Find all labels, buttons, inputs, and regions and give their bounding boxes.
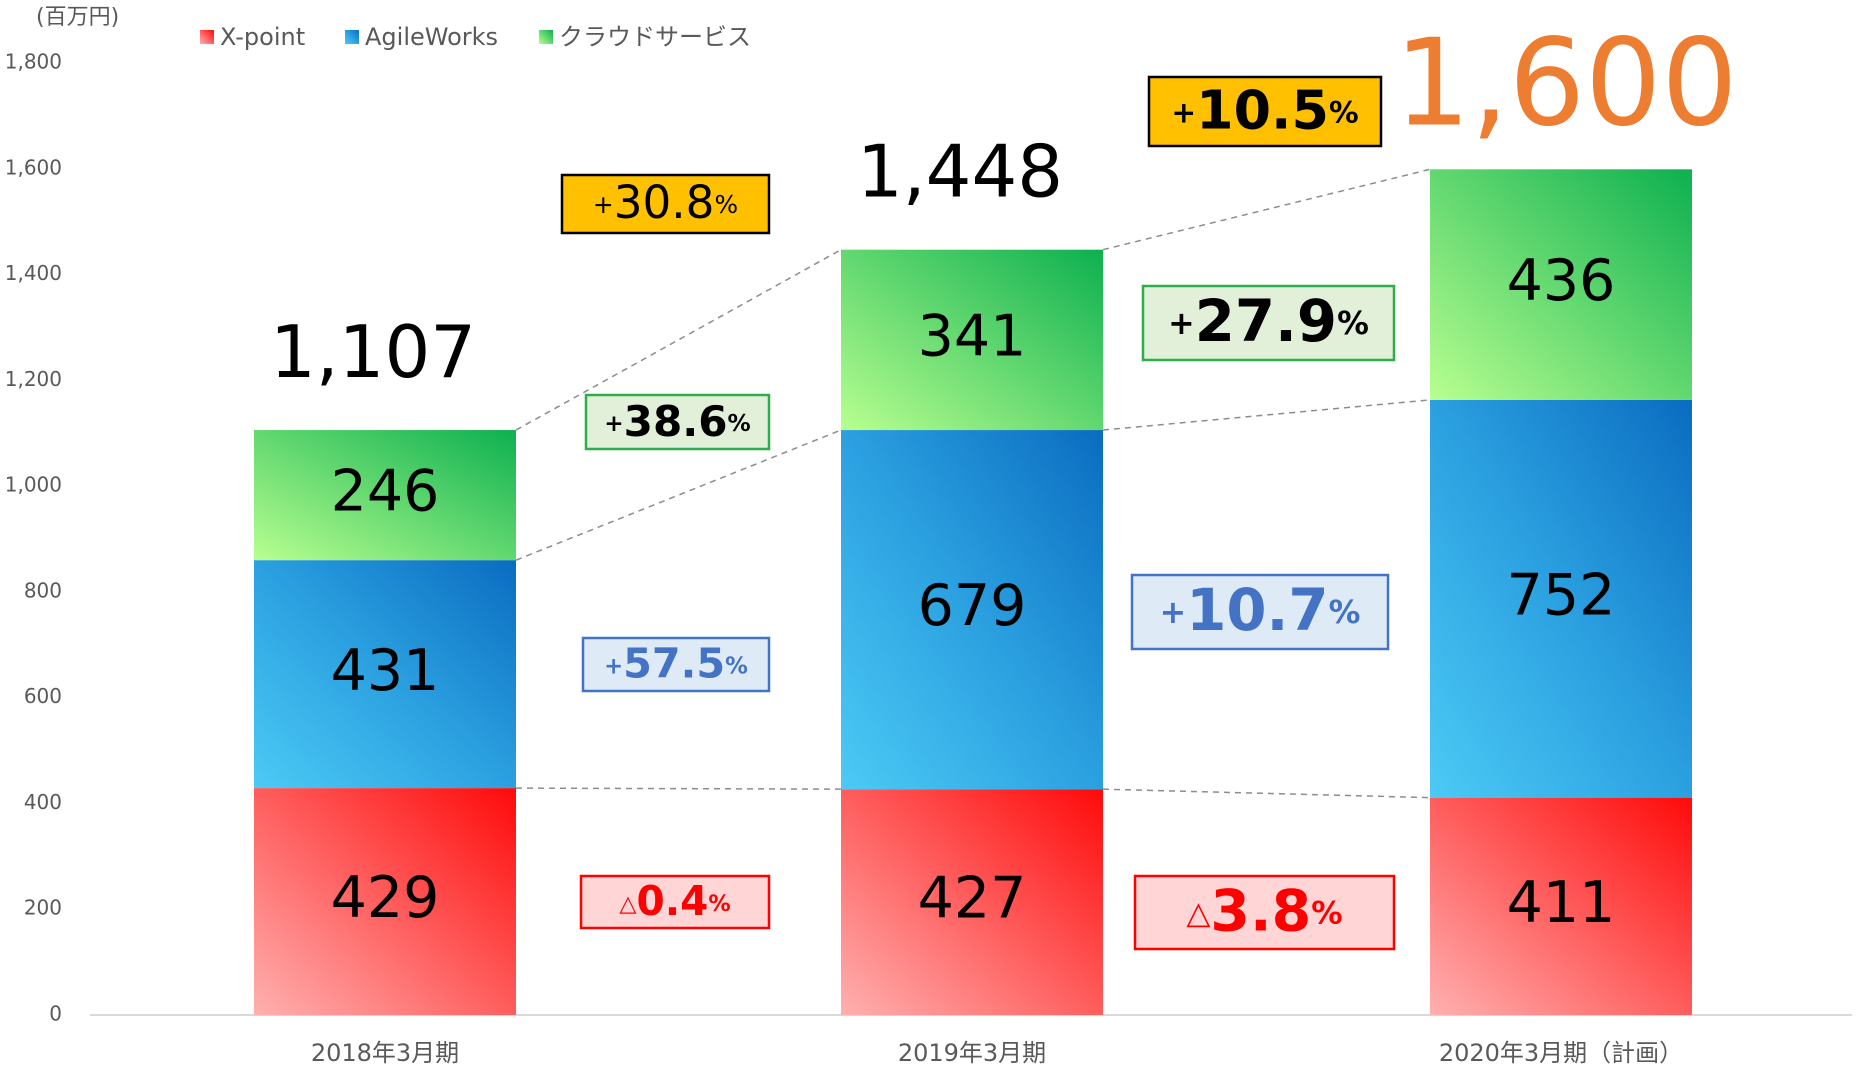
total-label: 1,600 — [1394, 15, 1738, 154]
legend-label: クラウドサービス — [559, 23, 751, 51]
growth-suffix: % — [728, 411, 751, 437]
y-tick-label: 800 — [24, 578, 62, 602]
y-tick-label: 1,600 — [5, 155, 62, 179]
x-tick-label: 2020年3月期（計画） — [1439, 1039, 1683, 1066]
segment-label: 246 — [331, 459, 440, 525]
growth-box — [1130, 573, 1390, 651]
y-tick-label: 1,800 — [5, 50, 62, 74]
legend-swatch — [539, 30, 553, 44]
growth-prefix: + — [604, 653, 623, 679]
growth-value: 10.5 — [1196, 78, 1329, 141]
growth-label: +38.6% — [604, 397, 751, 446]
connector — [515, 787, 842, 790]
bar-segment — [1430, 399, 1692, 798]
connector — [1102, 788, 1431, 799]
bar-segment — [841, 789, 1103, 1015]
growth-label: +10.7% — [1160, 576, 1361, 644]
x-tick-label: 2019年3月期 — [898, 1039, 1046, 1066]
bar-segment — [254, 560, 516, 789]
growth-box — [584, 393, 771, 451]
segment-label: 431 — [331, 638, 440, 704]
growth-box — [560, 173, 771, 235]
segment-label: 436 — [1507, 248, 1616, 314]
legend-swatch — [345, 30, 359, 44]
y-tick-label: 0 — [49, 1002, 62, 1026]
growth-value: 10.7 — [1186, 576, 1328, 644]
segment-label: 679 — [918, 573, 1027, 639]
growth-suffix: % — [725, 653, 748, 679]
bar-segment — [254, 430, 516, 561]
bar-segment — [254, 788, 516, 1015]
legend-label: X-point — [220, 23, 305, 51]
growth-value: 3.8 — [1210, 878, 1311, 944]
y-tick-label: 1,000 — [5, 473, 62, 497]
bar-segment — [841, 430, 1103, 790]
growth-box — [1141, 284, 1396, 362]
connector — [515, 249, 842, 431]
growth-value: 0.4 — [636, 877, 708, 925]
total-label: 1,107 — [270, 310, 476, 394]
growth-prefix: + — [604, 411, 623, 437]
connector — [1102, 168, 1431, 251]
bar-segment — [841, 249, 1103, 431]
segment-label: 411 — [1507, 870, 1616, 936]
growth-prefix: + — [1168, 306, 1195, 342]
total-label: 1,448 — [857, 130, 1063, 214]
growth-label: +30.8% — [593, 176, 738, 229]
bar-segment — [1430, 797, 1692, 1015]
growth-value: 57.5 — [623, 640, 725, 688]
x-tick-label: 2018年3月期 — [311, 1039, 459, 1066]
segment-label: 341 — [918, 303, 1027, 369]
growth-value: 38.6 — [624, 397, 728, 446]
growth-label: △3.8% — [1186, 878, 1342, 944]
growth-prefix: + — [1160, 595, 1187, 631]
growth-suffix: % — [714, 190, 738, 219]
growth-box — [579, 874, 771, 930]
y-tick-label: 600 — [24, 684, 62, 708]
growth-suffix: % — [1337, 306, 1369, 342]
growth-suffix: % — [708, 891, 730, 917]
growth-box — [1133, 874, 1396, 951]
growth-value: 30.8 — [614, 176, 715, 229]
growth-suffix: % — [1329, 595, 1361, 631]
connector — [1102, 399, 1431, 431]
growth-suffix: % — [1311, 896, 1342, 932]
y-tick-label: 400 — [24, 790, 62, 814]
y-tick-label: 1,400 — [5, 261, 62, 285]
growth-prefix: + — [1171, 95, 1196, 129]
unit-label: (百万円) — [36, 5, 119, 30]
growth-prefix: △ — [1186, 896, 1210, 932]
segment-label: 429 — [331, 865, 440, 931]
growth-label: +10.5% — [1171, 78, 1358, 141]
growth-prefix: + — [593, 190, 614, 219]
segment-label: 427 — [918, 866, 1027, 932]
legend-label: AgileWorks — [365, 23, 498, 51]
connector — [515, 429, 842, 561]
segment-label: 752 — [1507, 562, 1616, 628]
growth-label: +27.9% — [1168, 287, 1369, 355]
growth-value: 27.9 — [1195, 287, 1337, 355]
growth-prefix: △ — [619, 891, 637, 917]
y-tick-label: 200 — [24, 896, 62, 920]
legend-swatch — [200, 30, 214, 44]
growth-box — [1147, 75, 1383, 148]
growth-suffix: % — [1329, 95, 1359, 129]
y-tick-label: 1,200 — [5, 367, 62, 391]
bar-segment — [1430, 169, 1692, 400]
growth-label: +57.5% — [604, 640, 748, 688]
growth-box — [581, 636, 771, 693]
growth-label: △0.4% — [619, 877, 730, 925]
